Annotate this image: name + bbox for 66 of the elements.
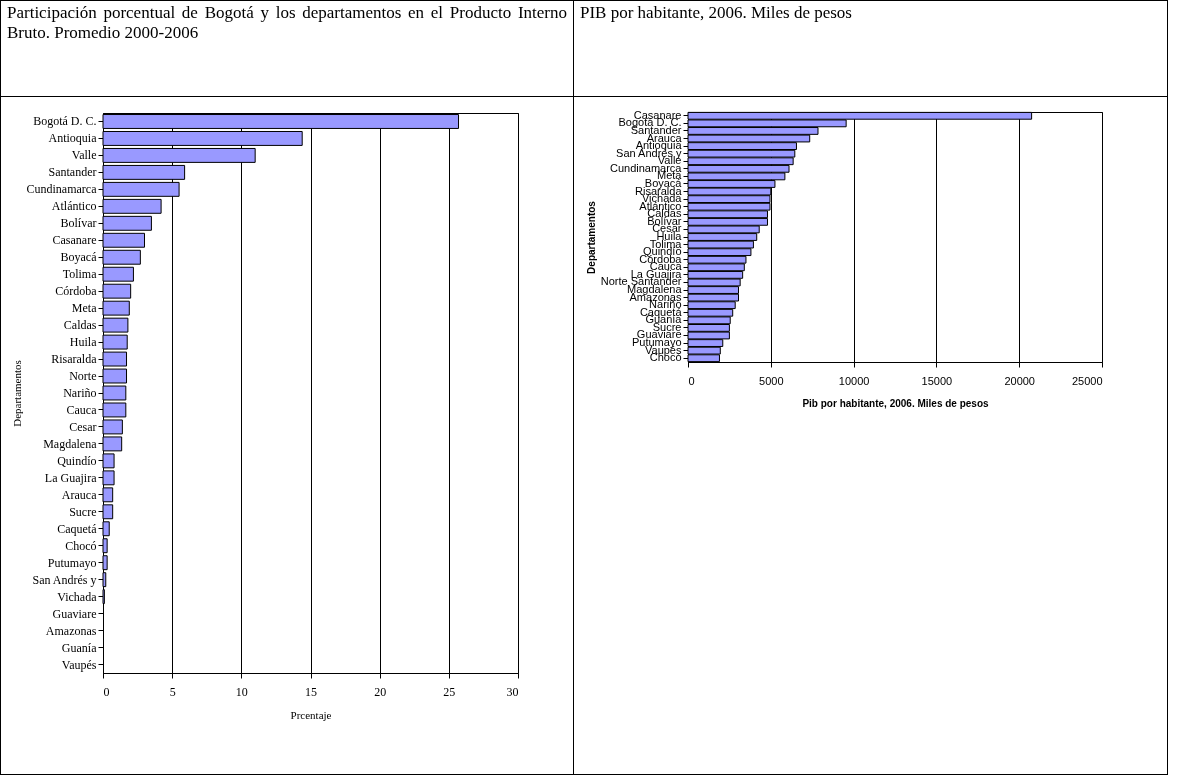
- x-axis-title: Pib por habitante, 2006. Miles de pesos: [802, 397, 990, 409]
- y-tick-label: Cundinamarca: [26, 182, 98, 197]
- y-tick-label: Guaviare: [52, 606, 97, 621]
- bar: [102, 521, 110, 537]
- y-tick-label: Córdoba: [55, 284, 98, 299]
- y-tick-label: Caldas: [63, 318, 97, 333]
- y-tick-label: Magdalena: [43, 436, 98, 451]
- bar: [102, 249, 141, 265]
- x-axis-title: Prcentaje: [290, 708, 332, 721]
- x-tick-label: 15: [305, 684, 317, 699]
- y-tick-label: Huila: [69, 335, 98, 350]
- bar: [102, 504, 114, 520]
- bar: [102, 555, 108, 571]
- x-tick-label: 20: [374, 684, 387, 699]
- y-tick-label: La Guajira: [44, 470, 98, 485]
- y-tick-label: Quindío: [57, 453, 97, 468]
- y-tick-label: Caquetá: [57, 521, 98, 536]
- bar: [102, 487, 114, 503]
- chart-title: Participación porcentual de Bogotá y los departamentos en el Producto Interno Bruto. Promedio 2000-2006: [0, 0, 574, 97]
- y-tick-label: Sucre: [69, 504, 97, 519]
- chart-title: PIB por habitante, 2006. Miles de pesos: [573, 0, 1168, 97]
- y-tick-label: Atlántico: [51, 199, 97, 214]
- y-axis-title: Departamentos: [10, 360, 23, 427]
- x-tick-label: 0: [103, 684, 110, 699]
- y-tick-label: Risaralda: [51, 352, 98, 367]
- y-tick-label: Tolima: [62, 267, 98, 282]
- x-tick-label: 30: [506, 684, 519, 699]
- y-tick-label: Cesar: [69, 419, 97, 434]
- y-tick-label: Vaupés: [61, 657, 97, 672]
- y-tick-label: Chocó: [65, 538, 97, 553]
- y-tick-label: Nariño: [63, 386, 97, 400]
- x-tick-label: 0: [688, 374, 695, 387]
- bar: [102, 266, 134, 282]
- y-tick-label: Boyacá: [60, 250, 98, 265]
- y-tick-label: Casanare: [52, 233, 97, 248]
- y-tick-label: Bogotá D. C.: [33, 114, 97, 129]
- bar: [102, 572, 107, 588]
- x-tick-label: 25: [443, 684, 456, 699]
- y-tick-label: Amazonas: [45, 623, 97, 638]
- y-tick-label: Valle: [71, 148, 97, 163]
- x-tick-label: 10: [235, 684, 248, 699]
- y-tick-label: San Andrés y: [32, 572, 97, 587]
- bar: [102, 198, 162, 214]
- x-tick-label: 20000: [1004, 374, 1035, 387]
- bar: [102, 215, 152, 231]
- bar: [102, 283, 132, 299]
- bar: [102, 538, 108, 554]
- y-tick-label: Antioquia: [48, 131, 98, 146]
- y-tick-label: Arauca: [61, 487, 98, 502]
- y-tick-label: Putumayo: [47, 555, 97, 570]
- y-tick-label: Meta: [71, 301, 98, 316]
- bar: [102, 470, 115, 486]
- y-tick-label: Santander: [48, 165, 97, 180]
- x-tick-label: 5000: [759, 374, 784, 387]
- bar: [102, 232, 145, 248]
- y-tick-label: Norte: [69, 369, 97, 384]
- y-tick-label: Vichada: [57, 589, 98, 604]
- y-tick-label: Guanía: [61, 640, 98, 655]
- y-tick-label: Bolívar: [60, 216, 97, 231]
- bar: [102, 300, 130, 316]
- x-tick-label: 25000: [1071, 374, 1103, 387]
- y-tick-label: Cauca: [66, 402, 98, 417]
- y-axis-title: Departamentos: [585, 200, 597, 274]
- x-tick-label: 10000: [838, 374, 870, 387]
- x-tick-label: 5: [169, 684, 176, 699]
- x-tick-label: 15000: [921, 374, 953, 387]
